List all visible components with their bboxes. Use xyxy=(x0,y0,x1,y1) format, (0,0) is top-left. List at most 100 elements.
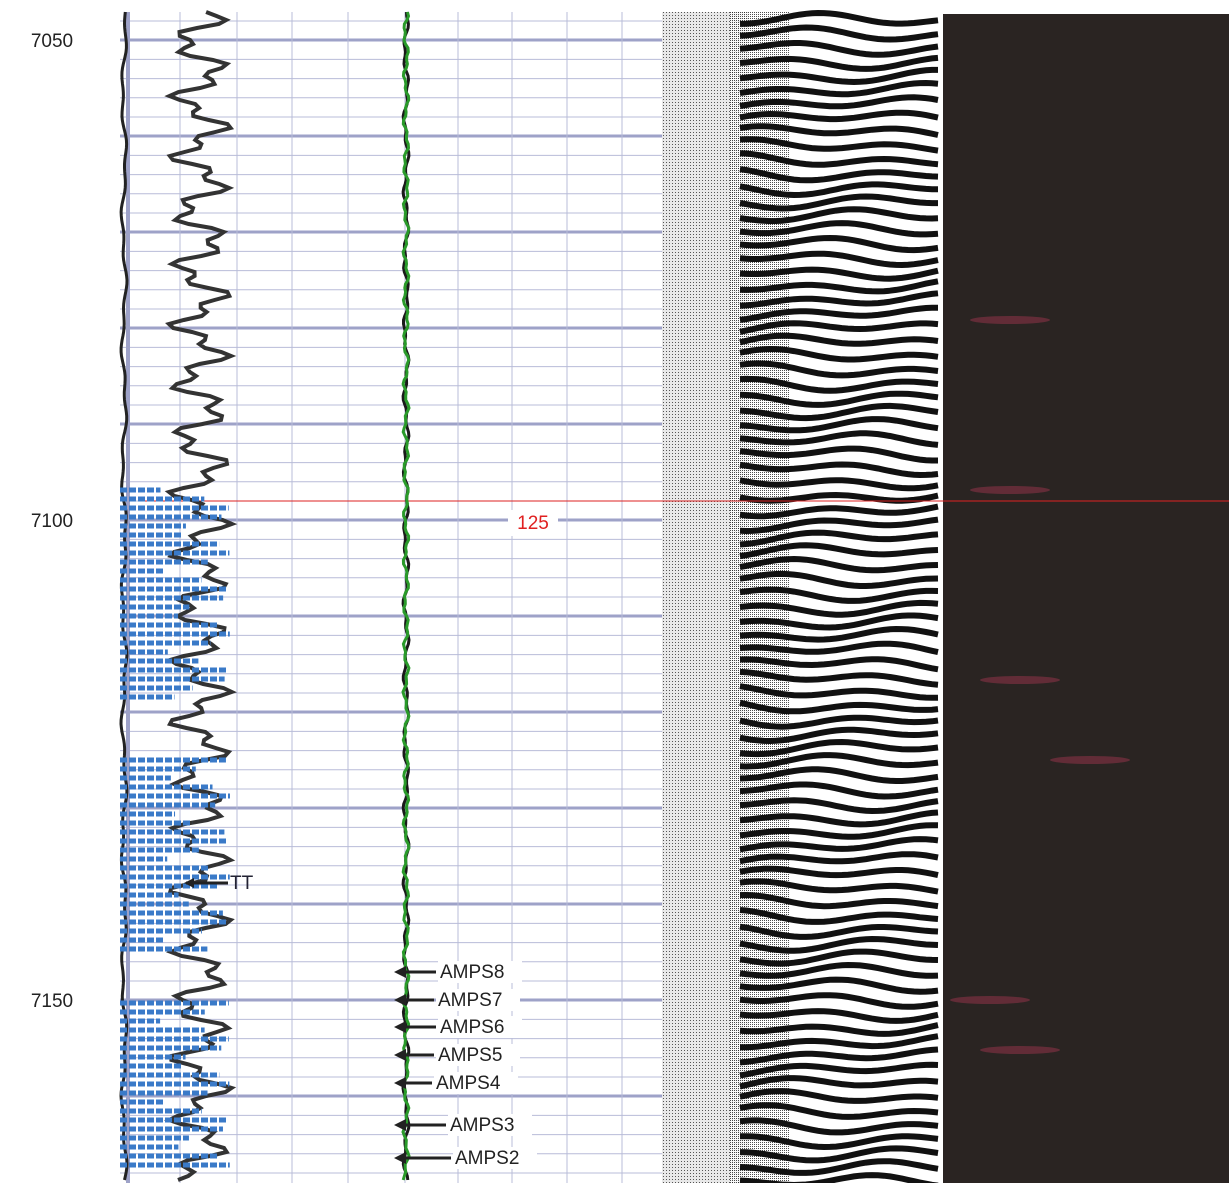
band xyxy=(739,891,939,910)
band xyxy=(739,976,939,995)
band xyxy=(739,390,939,408)
band xyxy=(739,781,939,800)
band xyxy=(739,24,939,43)
band xyxy=(739,40,939,58)
band xyxy=(739,738,939,758)
depth-label: 7100 xyxy=(31,511,73,532)
band xyxy=(739,220,939,238)
sample-label: AMPS3 xyxy=(450,1115,514,1136)
sample-label: AMPS8 xyxy=(440,962,504,983)
band xyxy=(739,797,939,815)
arrow-head xyxy=(394,1021,406,1033)
highlight xyxy=(1050,756,1130,764)
band xyxy=(739,332,939,347)
marker-label-bg xyxy=(508,510,558,536)
label-bg xyxy=(436,1044,520,1066)
band xyxy=(739,907,939,925)
label-bg xyxy=(434,1072,518,1094)
band xyxy=(739,1117,939,1136)
band xyxy=(739,1088,939,1104)
band xyxy=(739,961,939,979)
band xyxy=(739,206,939,225)
band xyxy=(739,123,939,138)
band xyxy=(739,752,939,770)
band xyxy=(739,1158,939,1176)
marker-value: 125 xyxy=(517,513,549,534)
band xyxy=(739,234,939,254)
band xyxy=(739,304,938,323)
band xyxy=(739,360,939,379)
highlight xyxy=(980,1046,1060,1054)
band xyxy=(739,822,939,840)
arrow-head xyxy=(394,1152,406,1164)
band xyxy=(739,278,939,295)
band xyxy=(739,94,939,110)
band xyxy=(739,1172,939,1183)
band xyxy=(739,166,939,184)
band xyxy=(739,809,939,828)
band xyxy=(739,193,938,212)
log-curves xyxy=(119,10,411,1182)
band xyxy=(739,1133,939,1151)
band xyxy=(739,416,939,434)
band xyxy=(739,1075,939,1090)
sample-label: AMPS6 xyxy=(440,1017,504,1038)
depth-label: 7150 xyxy=(31,991,73,1012)
band xyxy=(739,1046,939,1066)
band xyxy=(739,766,939,784)
band xyxy=(739,699,939,715)
band xyxy=(739,477,939,492)
highlight xyxy=(970,316,1050,324)
highlight xyxy=(970,486,1050,494)
depth-label: 7050 xyxy=(31,31,73,52)
band xyxy=(740,1033,939,1051)
dark-track-highlights xyxy=(950,316,1130,1054)
band xyxy=(739,625,939,643)
band xyxy=(739,1008,939,1024)
band xyxy=(739,79,939,98)
curve-label: TT xyxy=(230,873,254,894)
band xyxy=(739,54,939,72)
arrow-head xyxy=(394,1119,406,1131)
arrow-head xyxy=(394,966,406,978)
arrow-head xyxy=(394,1049,406,1061)
band xyxy=(739,640,939,656)
band xyxy=(739,461,939,479)
band xyxy=(739,599,939,618)
highlight xyxy=(980,676,1060,684)
sample-label: AMPS2 xyxy=(455,1148,519,1169)
band xyxy=(739,612,939,631)
label-bg xyxy=(436,989,520,1011)
band xyxy=(739,668,939,688)
band xyxy=(739,320,939,335)
band xyxy=(739,1102,939,1120)
band xyxy=(739,402,939,422)
band xyxy=(739,503,939,520)
band xyxy=(739,923,939,940)
band xyxy=(739,1145,939,1164)
band xyxy=(739,445,938,464)
sample-label: AMPS5 xyxy=(438,1045,502,1066)
arrow-head xyxy=(394,994,406,1006)
band xyxy=(739,656,939,673)
band xyxy=(739,865,939,879)
band xyxy=(739,345,939,363)
image-track-bands xyxy=(739,9,939,1183)
band xyxy=(739,1022,939,1037)
band xyxy=(739,851,939,865)
label-bg xyxy=(438,1016,522,1038)
band xyxy=(739,726,939,745)
band xyxy=(739,136,939,154)
band xyxy=(739,948,939,967)
band xyxy=(739,66,938,86)
band xyxy=(739,683,939,701)
annotations: 7050 7100 7150 TT AMPS8 AMPS7 AMPS6 AMPS5 AMPS4 A… xyxy=(31,31,537,1169)
band xyxy=(739,250,939,269)
band xyxy=(739,150,939,168)
arrow-head xyxy=(184,878,194,888)
label-bg xyxy=(438,961,522,983)
band xyxy=(739,529,939,548)
curve xyxy=(401,11,411,1181)
highlight xyxy=(950,996,1030,1004)
